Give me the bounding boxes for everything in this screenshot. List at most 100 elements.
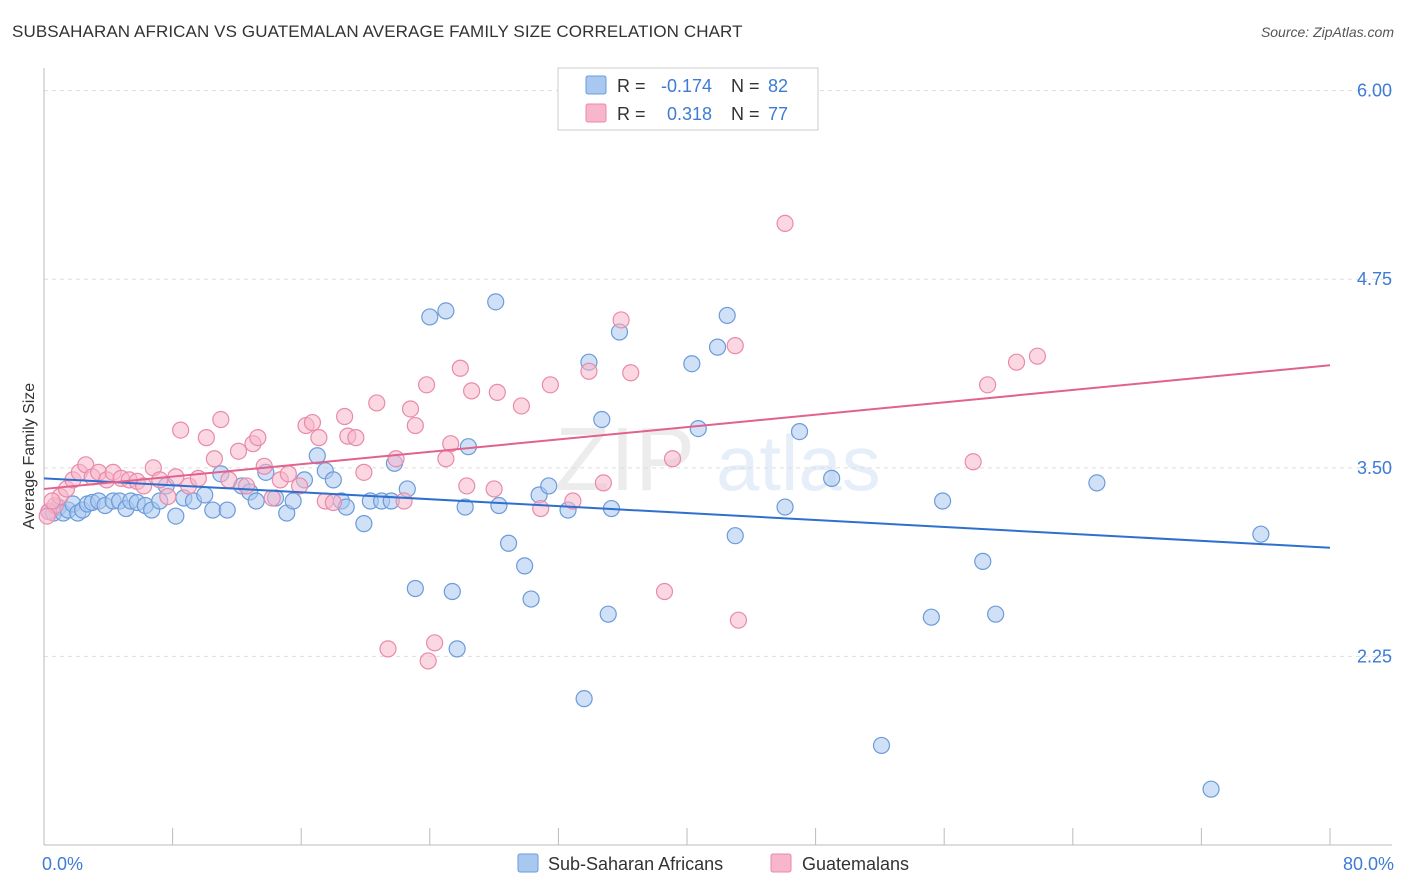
subsaharan-point (987, 605, 1005, 623)
subsaharan-point (437, 302, 455, 320)
guatemalan-point (197, 429, 215, 447)
subsaharan-point (872, 736, 891, 755)
guatemalan-point (564, 492, 582, 510)
subsaharan-point (522, 590, 540, 608)
legend-n-value: 82 (768, 76, 788, 96)
subsaharan-point (284, 492, 302, 510)
guatemalan-point (417, 376, 436, 394)
guatemalan-point (135, 477, 153, 495)
subsaharan-point (308, 447, 326, 465)
guatemalan-point (726, 337, 744, 355)
legend-swatch-blue (517, 853, 539, 873)
guatemalan-point (488, 383, 506, 401)
subsaharan-point (456, 498, 474, 516)
legend-r-value: -0.174 (661, 76, 712, 96)
guatemalan-point (159, 487, 177, 506)
guatemalan-point (612, 311, 630, 329)
subsaharan-point (575, 690, 593, 708)
guatemalan-point (290, 477, 309, 495)
grid-layer (44, 90, 1392, 657)
y-tick-label: 3.50 (1357, 458, 1392, 478)
guatemalan-point (663, 450, 682, 468)
guatemalan-point (776, 214, 794, 232)
chart-title: SUBSAHARAN AFRICAN VS GUATEMALAN AVERAGE… (12, 22, 743, 41)
guatemalan-point (401, 400, 420, 418)
guatemalan-point (462, 382, 481, 400)
subsaharan-point (406, 579, 424, 598)
subsaharan-point (218, 501, 236, 519)
subsaharan-point (683, 355, 701, 373)
guatemalan-point (387, 450, 405, 468)
guatemalan-point (426, 634, 444, 652)
tick-layer: 2.25 3.50 4.75 6.00 0.0% 80.0% (42, 81, 1394, 874)
subsaharan-point (443, 582, 461, 601)
subsaharan-point (689, 419, 707, 438)
guatemalan-point (237, 477, 256, 495)
top-legend: R = -0.174 N = 82 R = 0.318 N = 77 (557, 67, 819, 131)
guatemalan-point (485, 480, 503, 498)
guatemalan-point (655, 582, 674, 601)
subsaharan-point (933, 492, 952, 510)
guatemalan-point (1028, 347, 1047, 365)
guatemalan-point (442, 435, 460, 453)
guatemalan-point (512, 397, 531, 415)
guatemalan-point (212, 410, 230, 429)
guatemalan-point (451, 359, 469, 377)
guatemalan-point (458, 477, 476, 495)
legend-n-label: N = (731, 104, 760, 124)
guatemalan-point (622, 364, 640, 382)
guatemalan-point (419, 652, 437, 670)
guatemalan-point (303, 413, 322, 432)
axis-layer (43, 68, 1392, 846)
x-tick-label: 80.0% (1343, 854, 1394, 874)
subsaharan-point (718, 306, 736, 325)
legend-r-value: 0.318 (667, 104, 712, 124)
guatemalan-point (729, 611, 748, 629)
subsaharan-point (1088, 474, 1106, 492)
subsaharan-trend-line (43, 477, 1331, 549)
subsaharan-point (196, 486, 214, 504)
guatemalan-point (594, 474, 613, 492)
subsaharan-point (499, 534, 518, 552)
subsaharan-point (708, 338, 727, 356)
guatemalan-point (406, 416, 424, 435)
legend-swatch-blue (585, 75, 607, 95)
subsaharan-point (974, 552, 992, 570)
guatemalan-point (336, 407, 354, 426)
trend-layer (43, 364, 1331, 549)
subsaharan-point (1252, 525, 1270, 543)
y-tick-label: 2.25 (1357, 646, 1392, 666)
guatemalan-point (205, 450, 223, 468)
legend-swatch-pink (585, 103, 607, 123)
guatemalan-point (1007, 353, 1026, 371)
subsaharan-point (823, 469, 841, 487)
guatemalan-point (979, 376, 997, 394)
legend-label-guatemalans: Guatemalans (802, 854, 909, 874)
subsaharan-point (776, 498, 794, 516)
x-tick-label: 0.0% (42, 854, 83, 874)
subsaharan-point (448, 640, 466, 658)
guatemalan-trend-line (43, 364, 1331, 490)
subsaharan-point (1202, 780, 1220, 798)
legend-label-subsaharan: Sub-Saharan Africans (548, 854, 723, 874)
y-axis-label: Average Family Size (21, 383, 38, 530)
guatemalan-point (532, 499, 550, 518)
subsaharan-point (355, 515, 373, 533)
guatemalan-point (355, 463, 373, 481)
subsaharan-point (540, 477, 558, 495)
guatemalan-point (368, 394, 386, 412)
subsaharan-point (593, 410, 611, 429)
guatemalan-point (220, 471, 238, 489)
subsaharan-point (487, 293, 505, 311)
guatemalan-point (379, 640, 397, 658)
guatemalan-point (395, 492, 413, 510)
subsaharan-point (726, 527, 744, 545)
legend-n-label: N = (731, 76, 760, 96)
bottom-legend: Sub-Saharan Africans Guatemalans (517, 853, 909, 874)
guatemalan-point (324, 493, 342, 512)
guatemalan-point (964, 453, 982, 471)
watermark: ZIP atlas (555, 410, 881, 510)
legend-n-value: 77 (768, 104, 788, 124)
subsaharan-point (922, 608, 940, 626)
guatemalan-point (310, 429, 328, 447)
